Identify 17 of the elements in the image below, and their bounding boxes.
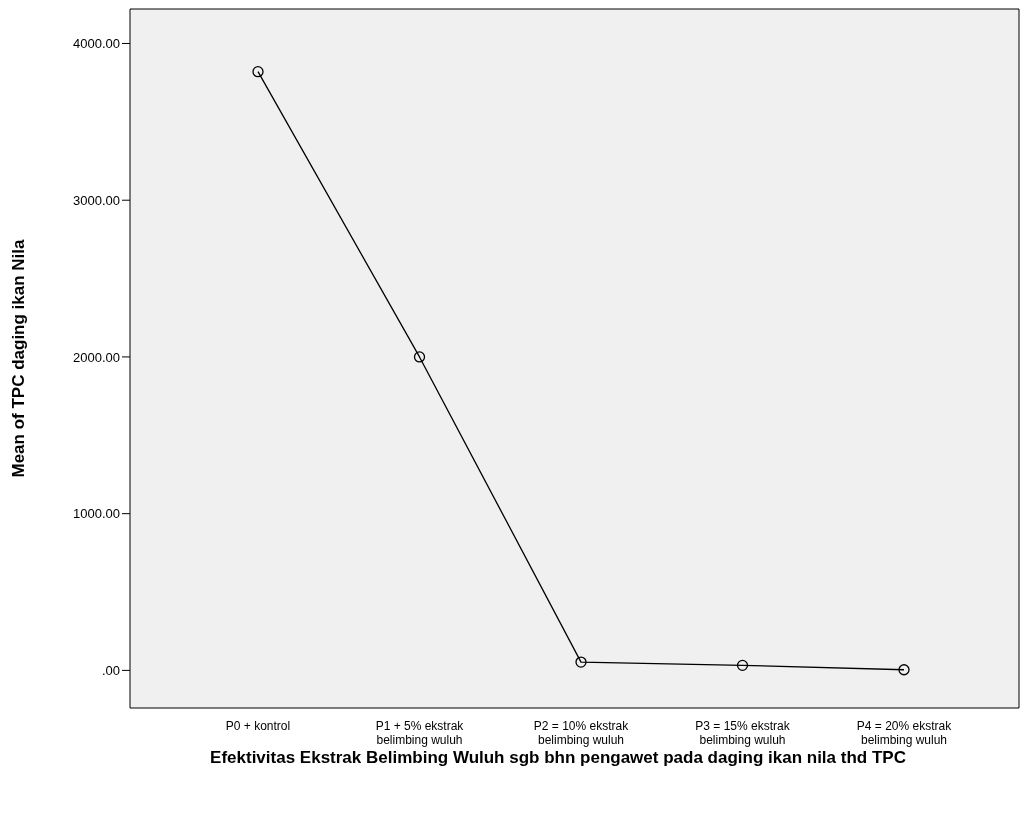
point <box>252 66 264 78</box>
point <box>898 664 910 676</box>
point <box>736 659 749 672</box>
x-tick-label: P2 = 10% ekstrak belimbing wuluh <box>533 719 630 747</box>
y-tick-label: 4000.00 <box>73 36 120 52</box>
y-tick-label: 2000.00 <box>73 349 120 365</box>
y-tick-label: 1000.00 <box>73 506 120 522</box>
y-tick-label: .00 <box>101 663 120 678</box>
x-tick-label: P1 + 5% ekstrak belimbing wuluh <box>375 719 465 747</box>
x-axis-title: Efektivitas Ekstrak Belimbing Wuluh sgb bhn pengawet pada daging ikan nila thd TPC <box>209 748 907 767</box>
x-tick-label: P3 = 15% ekstrak belimbing wuluh <box>695 719 791 747</box>
x-tick-label: P0 + kontrol <box>225 719 291 733</box>
point <box>413 351 426 363</box>
point <box>575 656 587 668</box>
x-tick-label: P4 = 20% ekstrak belimbing wuluh <box>856 719 953 747</box>
y-axis-title: Mean of TPC daging ikan Nila <box>9 238 29 478</box>
y-tick-label: 3000.00 <box>73 192 120 208</box>
